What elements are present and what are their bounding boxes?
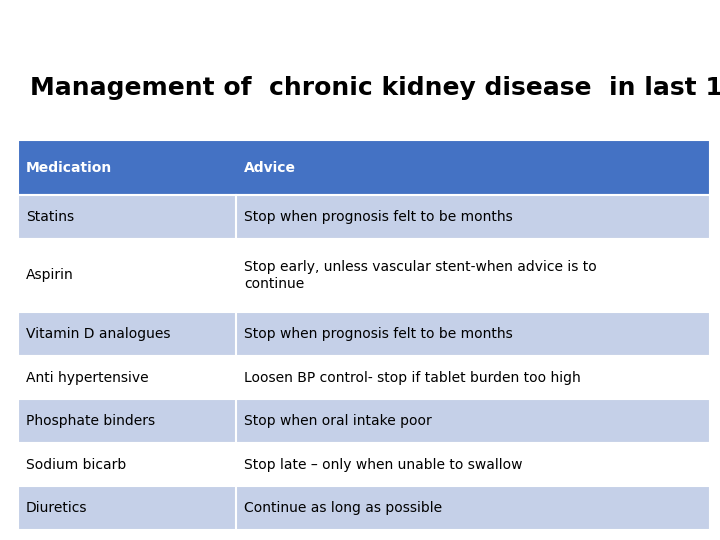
Bar	[18, 356, 710, 400]
Text: Loosen BP control- stop if tablet burden too high: Loosen BP control- stop if tablet burden…	[244, 371, 581, 384]
Text: Stop early, unless vascular stent-when advice is to
continue: Stop early, unless vascular stent-when a…	[244, 260, 597, 291]
Bar	[18, 239, 710, 313]
Text: Advice: Advice	[244, 160, 296, 174]
Text: Diuretics: Diuretics	[26, 501, 88, 515]
Bar	[18, 400, 710, 443]
Text: Stop late – only when unable to swallow: Stop late – only when unable to swallow	[244, 458, 523, 472]
Text: Management of  chronic kidney disease  in last 100 days: Management of chronic kidney disease in …	[30, 76, 720, 100]
Text: Vitamin D analogues: Vitamin D analogues	[26, 327, 171, 341]
Text: Aspirin: Aspirin	[26, 268, 73, 282]
Bar	[18, 195, 710, 239]
Text: Anti hypertensive: Anti hypertensive	[26, 371, 148, 384]
Bar	[18, 140, 710, 195]
Text: Continue as long as possible: Continue as long as possible	[244, 501, 442, 515]
Text: Stop when oral intake poor: Stop when oral intake poor	[244, 414, 432, 428]
Text: Stop when prognosis felt to be months: Stop when prognosis felt to be months	[244, 210, 513, 224]
Text: Stop when prognosis felt to be months: Stop when prognosis felt to be months	[244, 327, 513, 341]
Bar	[18, 487, 710, 530]
Text: Sodium bicarb: Sodium bicarb	[26, 458, 126, 472]
Text: Statins: Statins	[26, 210, 74, 224]
Bar	[18, 443, 710, 487]
Text: Phosphate binders: Phosphate binders	[26, 414, 155, 428]
Text: Medication: Medication	[26, 160, 112, 174]
Bar	[18, 313, 710, 356]
